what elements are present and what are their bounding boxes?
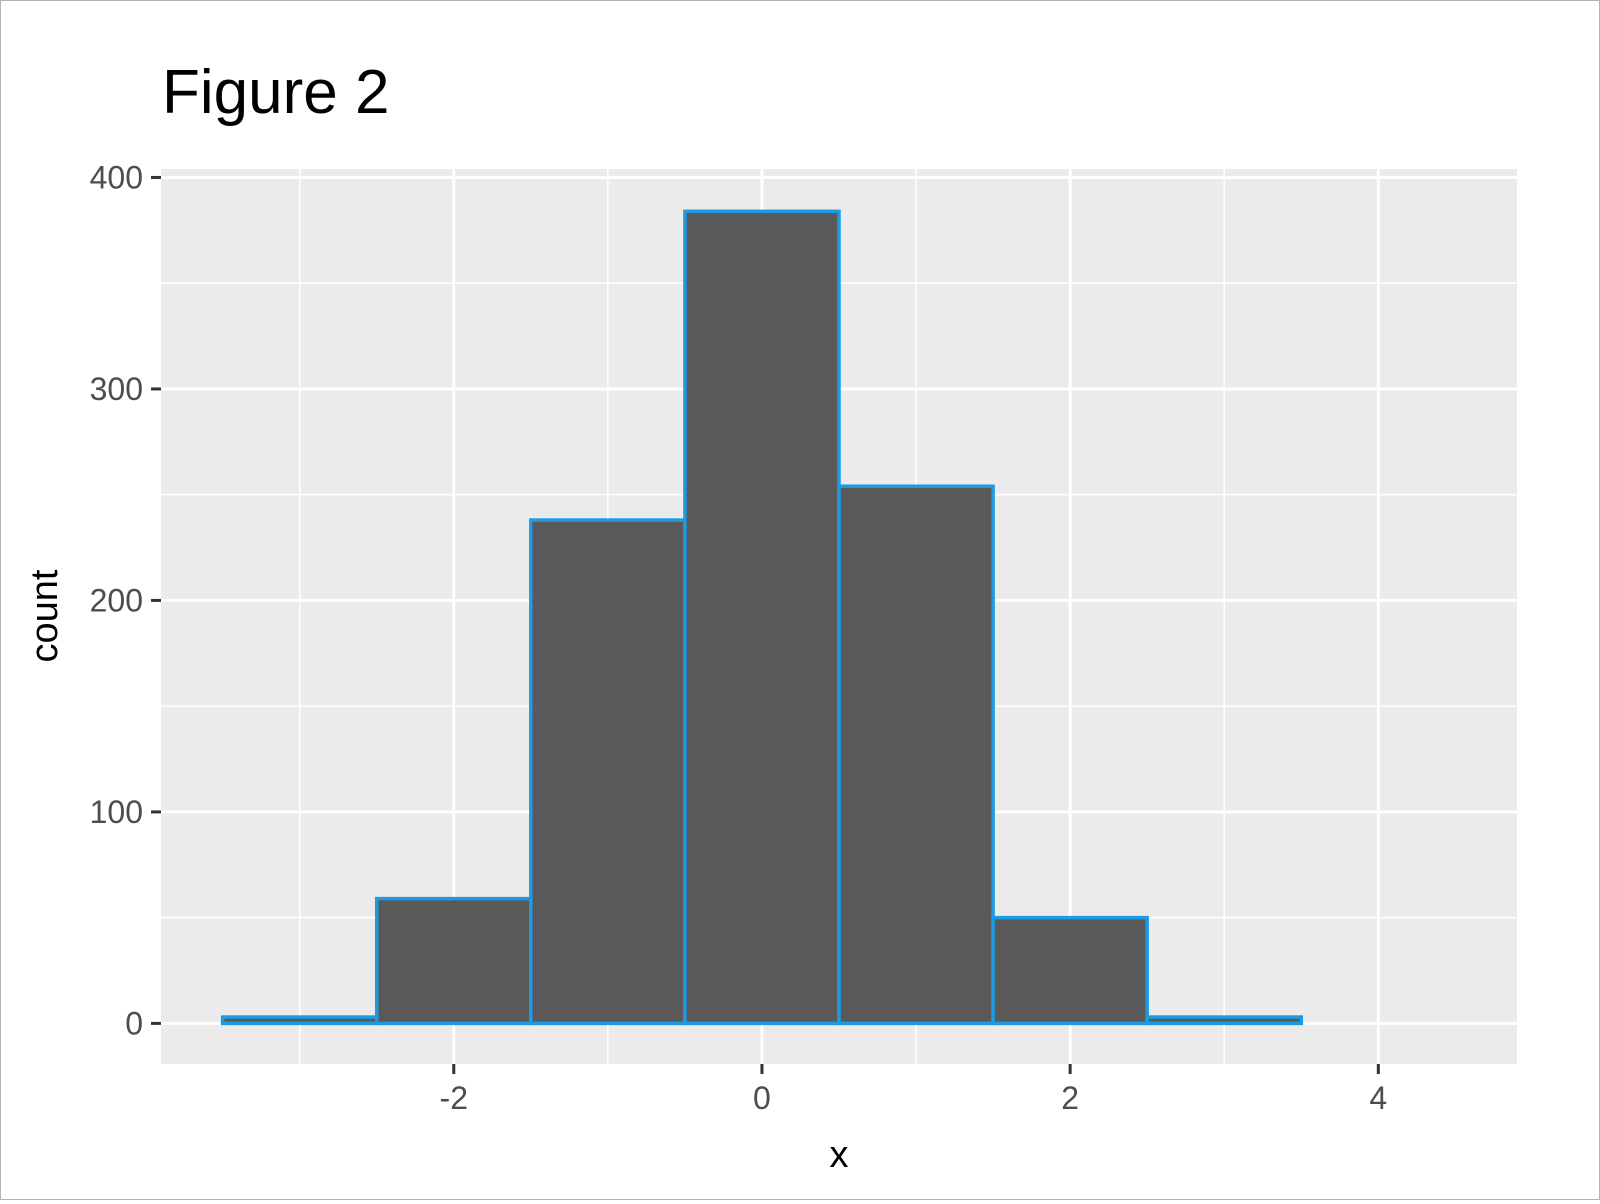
histogram-bars [220,209,1304,1026]
histogram-bar [1145,1015,1304,1026]
x-axis: -2 0 2 4 [440,1064,1387,1116]
histogram-bar [220,1015,379,1026]
x-tick-label: 2 [1061,1080,1079,1116]
x-tick-label: 0 [753,1080,771,1116]
x-tick-label: -2 [440,1080,468,1116]
histogram-bar [374,896,533,1026]
y-tick-label: 200 [90,582,143,618]
histogram-bar [837,484,995,1026]
histogram-bar [683,209,841,1026]
y-tick-label: 0 [125,1005,143,1041]
x-tick-label: 4 [1369,1080,1387,1116]
y-tick-label: 300 [90,371,143,407]
histogram-bar [991,915,1149,1026]
y-tick-label: 400 [90,159,143,195]
y-tick-label: 100 [90,794,143,830]
chart-title: Figure 2 [162,58,389,127]
x-axis-title: x [830,1134,849,1176]
histogram-bar [529,518,687,1026]
y-axis: 0 100 200 300 400 [90,159,161,1041]
y-axis-title: count [24,569,66,662]
